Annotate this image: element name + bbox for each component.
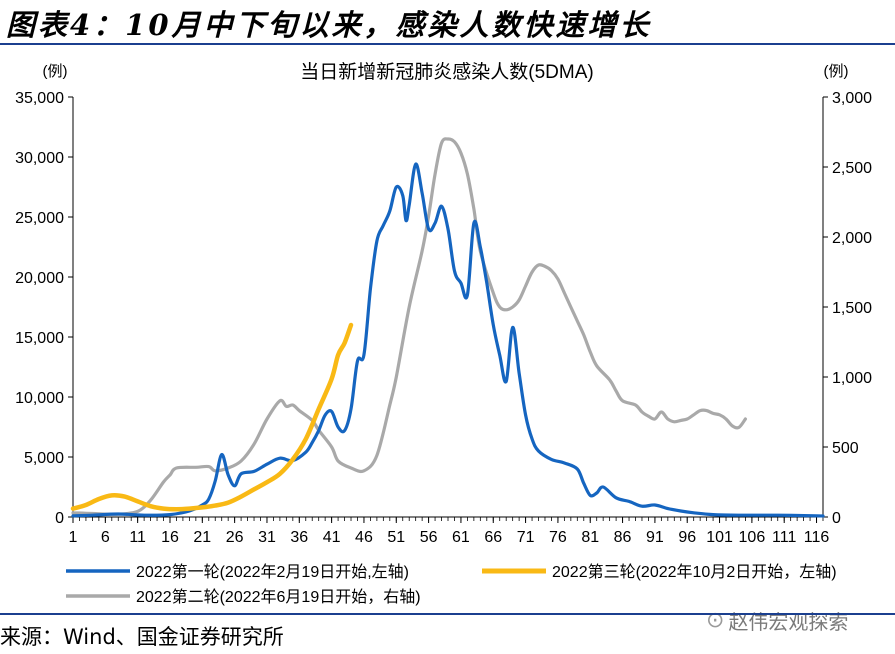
- y-right-tick-label: 1,000: [832, 370, 872, 387]
- figure-title: 图表4：10月中下旬以来，感染人数快速增长: [6, 8, 652, 42]
- x-tick-label: 11: [129, 529, 146, 546]
- legend-label-third-wave: 2022第三轮(2022年10月2日开始，左轴): [552, 563, 837, 581]
- y-left-tick-label: 5,000: [24, 450, 64, 467]
- source-note: 来源：Wind、国金证券研究所: [0, 625, 284, 649]
- x-tick-label: 6: [101, 529, 110, 546]
- legend-label-second-wave: 2022第二轮(2022年6月19日开始，右轴): [136, 588, 421, 606]
- x-tick-label: 26: [226, 529, 244, 546]
- legend-item-third-wave: 2022第三轮(2022年10月2日开始，左轴): [482, 563, 837, 581]
- x-tick-label: 61: [452, 529, 470, 546]
- y-right-tick-label: 2,500: [832, 160, 872, 177]
- legend-item-second-wave: 2022第二轮(2022年6月19日开始，右轴): [66, 588, 421, 606]
- x-tick-label: 41: [323, 529, 341, 546]
- x-tick-label: 16: [161, 529, 179, 546]
- x-tick-label: 81: [581, 529, 599, 546]
- x-tick-label: 66: [484, 529, 502, 546]
- y-left-tick-label: 15,000: [15, 330, 64, 347]
- y-right-unit: (例): [824, 63, 849, 80]
- y-right-tick-label: 0: [832, 510, 841, 527]
- x-tick-label: 96: [678, 529, 696, 546]
- x-tick-label: 76: [549, 529, 567, 546]
- series-line-third-wave: [70, 322, 354, 512]
- x-tick-label: 116: [804, 529, 830, 546]
- legend: 2022第一轮(2022年2月19日开始,左轴) 2022第三轮(2022年10…: [66, 563, 837, 606]
- y-right-tick-label: 2,000: [832, 230, 872, 247]
- x-tick-label: 46: [355, 529, 373, 546]
- x-tick-label: 71: [517, 529, 535, 546]
- x-tick-label: 51: [387, 529, 405, 546]
- y-right-tick-label: 1,500: [832, 300, 872, 317]
- x-tick-label: 56: [420, 529, 438, 546]
- y-left-tick-label: 30,000: [15, 150, 64, 167]
- x-tick-label: 101: [706, 529, 733, 546]
- wechat-icon: ⊙: [706, 608, 725, 633]
- watermark-text: 赵伟宏观探索: [728, 610, 849, 634]
- series-layer: [70, 137, 825, 518]
- y-left-tick-label: 35,000: [15, 90, 64, 107]
- y-left-tick-label: 20,000: [15, 270, 64, 287]
- y-left-unit: (例): [43, 63, 68, 80]
- y-right-tick-label: 3,000: [832, 90, 872, 107]
- top-rule: [0, 43, 895, 45]
- x-tick-label: 21: [193, 529, 211, 546]
- y-right-tick-label: 500: [832, 440, 859, 457]
- x-tick-label: 106: [739, 529, 766, 546]
- legend-label-first-wave: 2022第一轮(2022年2月19日开始,左轴): [136, 563, 409, 581]
- x-tick-label: 1: [69, 529, 78, 546]
- y-left-tick-label: 0: [55, 510, 64, 527]
- legend-item-first-wave: 2022第一轮(2022年2月19日开始,左轴): [66, 563, 409, 581]
- x-tick-label: 111: [772, 529, 796, 546]
- y-left-tick-label: 25,000: [15, 210, 64, 227]
- x-tick-label: 31: [258, 529, 276, 546]
- x-tick-label: 91: [646, 529, 664, 546]
- line-chart: 当日新增新冠肺炎感染人数(5DMA) (例) (例) 0 5,000 10,000 1…: [15, 61, 872, 606]
- axes: 0 5,000 10,000 15,000 20,000 25,000 30,000 35,0…: [15, 90, 872, 546]
- x-tick-label: 36: [290, 529, 308, 546]
- chart-title: 当日新增新冠肺炎感染人数(5DMA): [300, 61, 593, 83]
- y-left-tick-label: 10,000: [15, 390, 64, 407]
- series-line-first-wave: [71, 162, 825, 518]
- bottom-rule: [0, 613, 895, 615]
- watermark: ⊙ 赵伟宏观探索: [706, 606, 848, 635]
- x-tick-label: 86: [614, 529, 632, 546]
